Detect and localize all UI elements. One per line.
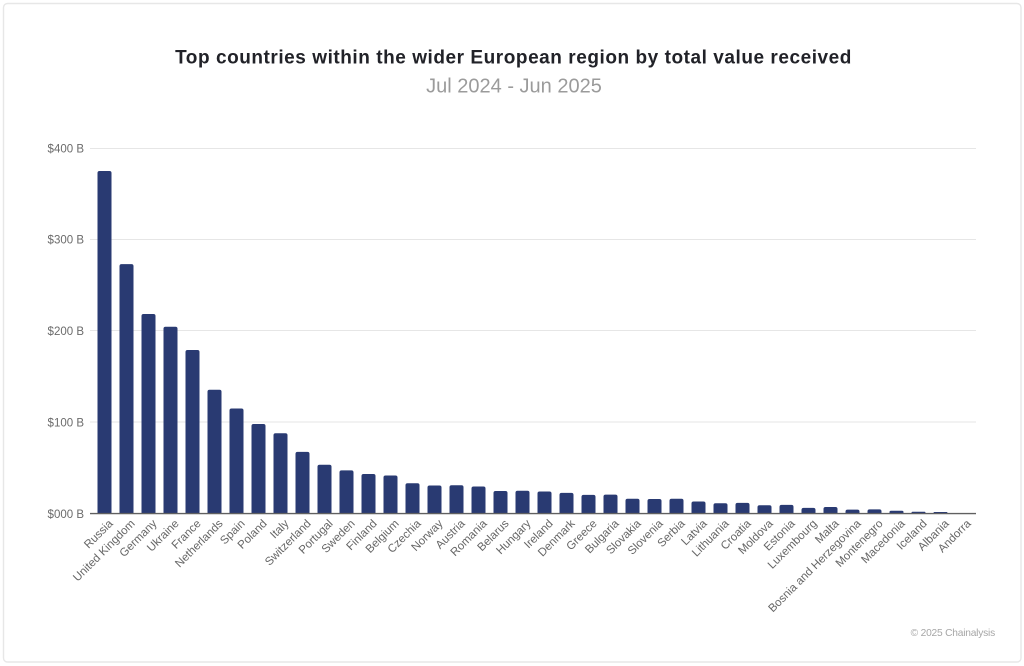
svg-text:Jul 2024 - Jun 2025: Jul 2024 - Jun 2025 bbox=[426, 75, 602, 97]
svg-text:$400 B: $400 B bbox=[48, 143, 85, 155]
svg-text:$000 B: $000 B bbox=[48, 509, 85, 521]
svg-text:Top countries within the wider: Top countries within the wider European … bbox=[175, 48, 852, 69]
svg-text:$200 B: $200 B bbox=[48, 326, 85, 338]
svg-text:$300 B: $300 B bbox=[48, 235, 85, 247]
svg-text:© 2025 Chainalysis: © 2025 Chainalysis bbox=[911, 628, 995, 639]
svg-text:$100 B: $100 B bbox=[48, 417, 85, 429]
